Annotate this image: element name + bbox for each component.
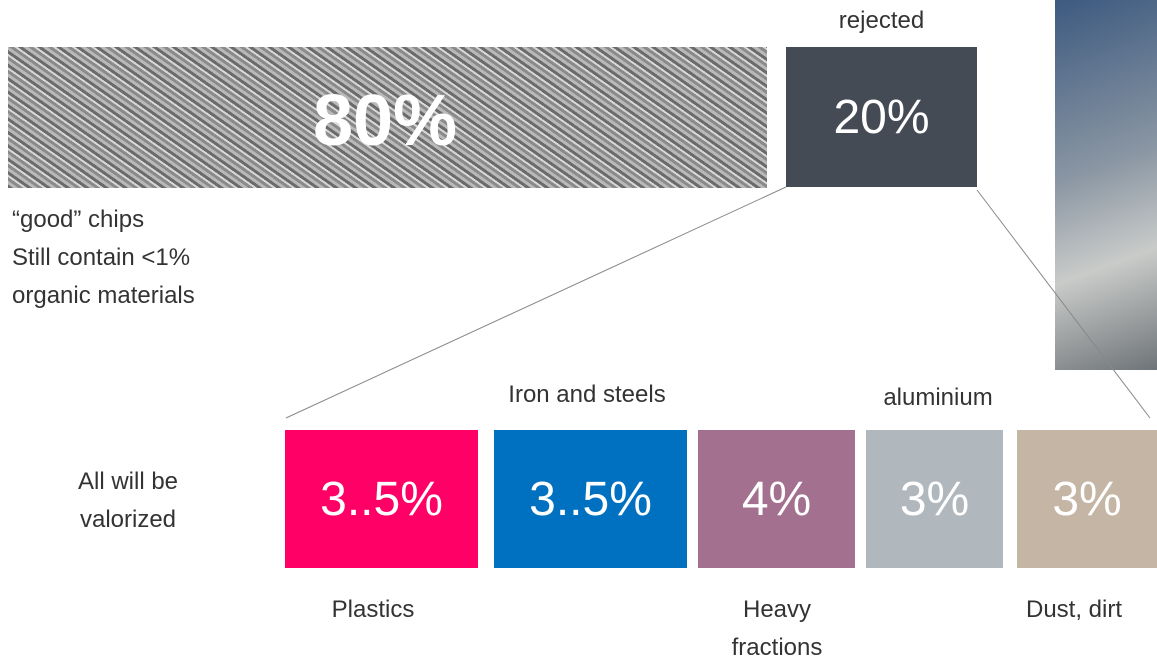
note-line: All will be <box>28 463 228 501</box>
note-line: “good” chips <box>12 201 195 239</box>
label-line: fractions <box>677 629 877 662</box>
fraction-label: Heavy fractions <box>677 591 877 662</box>
slide: 80% rejected 20% “good” chips Still cont… <box>0 0 1157 662</box>
fraction-box: 3% <box>1017 430 1157 568</box>
note-line: Still contain <1% <box>12 239 195 277</box>
note-line: valorized <box>28 501 228 539</box>
valorized-note: All will be valorized <box>28 463 228 539</box>
fraction-label: aluminium <box>838 379 1038 417</box>
fraction-label: Dust, dirt <box>1026 591 1122 629</box>
fraction-label: Plastics <box>273 591 473 629</box>
fraction-box: 3..5% <box>285 430 478 568</box>
fraction-box: 3% <box>866 430 1003 568</box>
note-line: organic materials <box>12 277 195 315</box>
label-line: Heavy <box>677 591 877 629</box>
chips-note: “good” chips Still contain <1% organic m… <box>12 201 195 315</box>
fraction-label: Iron and steels <box>477 376 697 414</box>
fraction-box: 4% <box>698 430 855 568</box>
fraction-box: 3..5% <box>494 430 687 568</box>
